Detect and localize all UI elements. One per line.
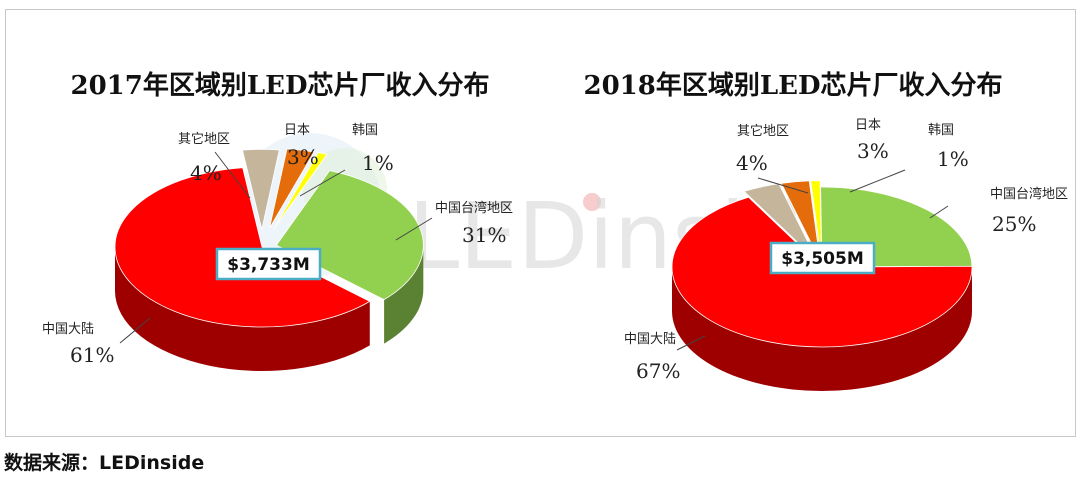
slice-pct-japan: 3% bbox=[287, 145, 319, 169]
slice-pct-korea: 1% bbox=[937, 147, 969, 171]
pie-slice-taiwan bbox=[275, 170, 424, 301]
slice-pct-taiwan: 25% bbox=[992, 212, 1036, 236]
slice-pct-mainland: 61% bbox=[70, 343, 114, 367]
chart-title: 2017年区域别LED芯片厂收入分布 bbox=[70, 70, 489, 101]
pie-slice-japan bbox=[780, 180, 821, 261]
total-value: $3,733M bbox=[227, 255, 310, 275]
slice-pct-korea: 1% bbox=[362, 151, 394, 175]
leader-line-taiwan bbox=[929, 205, 949, 219]
pie-side-mainland bbox=[115, 247, 370, 371]
leader-line-taiwan bbox=[395, 217, 433, 241]
leader-line-korea bbox=[299, 169, 346, 197]
slice-pct-mainland: 67% bbox=[636, 359, 680, 383]
pie-slice-mainland bbox=[114, 167, 371, 328]
total-box bbox=[215, 247, 322, 281]
slice-label-taiwan: 中国台湾地区 bbox=[435, 200, 513, 216]
slice-pct-other: 4% bbox=[190, 161, 222, 185]
pie-slice-korea bbox=[273, 152, 328, 230]
slice-label-japan: 日本 bbox=[284, 123, 310, 138]
slice-label-mainland: 中国大陆 bbox=[624, 331, 676, 347]
leader-line-mainland bbox=[119, 317, 151, 344]
slice-label-korea: 韩国 bbox=[352, 123, 378, 138]
slice-label-taiwan: 中国台湾地区 bbox=[990, 186, 1068, 202]
slice-label-other: 其它地区 bbox=[178, 131, 230, 147]
total-box bbox=[769, 241, 876, 275]
leader-line-other bbox=[214, 151, 251, 199]
slice-pct-japan: 3% bbox=[857, 139, 889, 163]
chart-title: 2018年区域别LED芯片厂收入分布 bbox=[583, 70, 1002, 101]
slice-pct-taiwan: 31% bbox=[462, 223, 506, 247]
total-value: $3,505M bbox=[781, 249, 864, 269]
pie-side-taiwan bbox=[384, 245, 424, 344]
leader-line-mainland bbox=[676, 335, 706, 351]
slice-label-japan: 日本 bbox=[855, 118, 881, 133]
slice-label-mainland: 中国大陆 bbox=[42, 321, 94, 337]
slice-pct-other: 4% bbox=[736, 151, 768, 175]
watermark-dot bbox=[583, 193, 601, 211]
pie-slice-korea bbox=[810, 180, 822, 261]
slice-label-korea: 韩国 bbox=[928, 123, 954, 138]
pie-slice-other bbox=[241, 149, 280, 230]
pie-slice-japan bbox=[269, 148, 315, 229]
leader-line-korea bbox=[849, 169, 906, 193]
pie-side-mainland bbox=[672, 267, 972, 391]
slice-label-other: 其它地区 bbox=[737, 123, 789, 139]
source-note: 数据来源：LEDinside bbox=[4, 452, 205, 474]
leader-line-other bbox=[757, 177, 809, 194]
